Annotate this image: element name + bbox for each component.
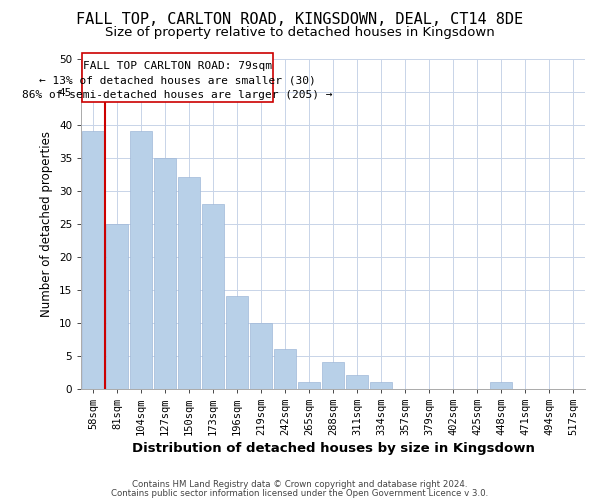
Bar (130, 131, 152, 388)
Text: 86% of semi-detached houses are larger (205) →: 86% of semi-detached houses are larger (… (22, 90, 333, 100)
Text: Contains HM Land Registry data © Crown copyright and database right 2024.: Contains HM Land Registry data © Crown c… (132, 480, 468, 489)
Bar (154, 158, 176, 388)
Bar (226, 296, 248, 388)
Text: Contains public sector information licensed under the Open Government Licence v : Contains public sector information licen… (112, 490, 488, 498)
Bar (178, 178, 200, 388)
Bar (322, 362, 344, 388)
Bar (274, 349, 296, 389)
Bar (298, 382, 320, 388)
X-axis label: Distribution of detached houses by size in Kingsdown: Distribution of detached houses by size … (131, 442, 535, 455)
Text: ← 13% of detached houses are smaller (30): ← 13% of detached houses are smaller (30… (40, 75, 316, 85)
Bar (202, 204, 224, 388)
Bar (370, 382, 392, 388)
Bar (346, 376, 368, 388)
Text: FALL TOP CARLTON ROAD: 79sqm: FALL TOP CARLTON ROAD: 79sqm (83, 60, 272, 70)
Bar (490, 382, 512, 388)
FancyBboxPatch shape (82, 54, 273, 102)
Text: Size of property relative to detached houses in Kingsdown: Size of property relative to detached ho… (105, 26, 495, 39)
Text: FALL TOP, CARLTON ROAD, KINGSDOWN, DEAL, CT14 8DE: FALL TOP, CARLTON ROAD, KINGSDOWN, DEAL,… (76, 12, 524, 28)
Bar (82, 131, 104, 388)
Y-axis label: Number of detached properties: Number of detached properties (40, 130, 53, 316)
Bar (250, 322, 272, 388)
Bar (106, 224, 128, 388)
